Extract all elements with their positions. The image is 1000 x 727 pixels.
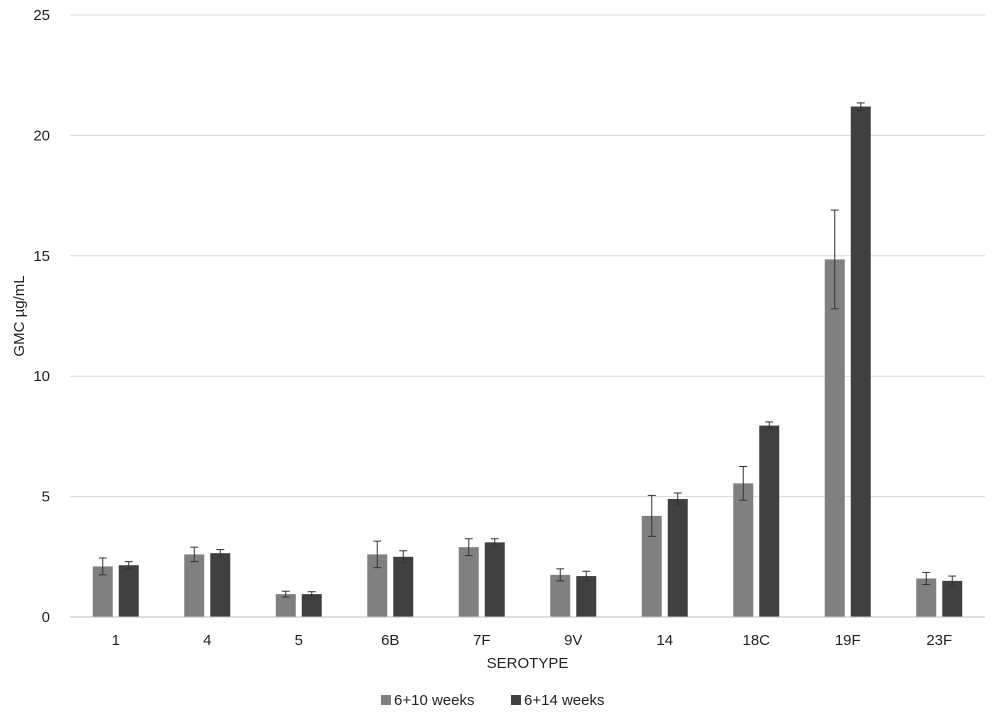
bar-series2-14 <box>667 499 688 617</box>
x-tick-label: 18C <box>742 632 770 649</box>
y-tick-label: 25 <box>33 7 50 24</box>
x-tick-label: 9V <box>564 632 582 649</box>
bar-series2-23F <box>942 580 963 617</box>
legend-label: 6+10 weeks <box>394 692 474 709</box>
y-axis-ticks: 0 5 10 15 20 25 <box>33 7 50 626</box>
x-axis-title: SEROTYPE <box>487 655 569 672</box>
x-tick-label: 1 <box>112 632 120 649</box>
bars <box>92 106 963 617</box>
bar-series1-23F <box>916 578 937 617</box>
y-tick-label: 0 <box>42 609 50 626</box>
bar-series1-4 <box>184 554 205 617</box>
bar-series1-18C <box>733 483 754 617</box>
y-tick-label: 5 <box>42 489 50 506</box>
bar-series1-5 <box>275 594 296 617</box>
x-tick-label: 4 <box>203 632 211 649</box>
bar-series2-4 <box>210 553 231 617</box>
bar-series2-6B <box>393 556 414 617</box>
x-tick-label: 7F <box>473 632 491 649</box>
y-tick-label: 15 <box>33 248 50 265</box>
bar-series2-7F <box>484 542 505 617</box>
bar-series1-6B <box>367 554 388 617</box>
bar-series2-9V <box>576 576 597 617</box>
gridlines <box>70 14 985 498</box>
legend-label: 6+14 weeks <box>524 692 604 709</box>
bar-series1-1 <box>92 566 113 617</box>
legend-swatch <box>511 695 521 705</box>
error-bars <box>98 102 957 598</box>
x-tick-label: 23F <box>926 632 952 649</box>
x-tick-label: 6B <box>381 632 399 649</box>
x-tick-label: 5 <box>295 632 303 649</box>
bar-series1-14 <box>641 515 662 617</box>
x-tick-label: 14 <box>656 632 673 649</box>
y-tick-label: 10 <box>33 368 50 385</box>
bar-series2-18C <box>759 425 780 617</box>
legend-swatch <box>381 695 391 705</box>
bar-series2-5 <box>301 594 322 617</box>
y-axis-title: GMC µg/mL <box>11 275 28 356</box>
bar-series1-19F <box>824 259 845 617</box>
bar-series2-19F <box>850 106 871 617</box>
legend: 6+10 weeks 6+14 weeks <box>381 692 604 709</box>
y-tick-label: 20 <box>33 127 50 144</box>
bar-series1-7F <box>458 547 479 617</box>
bar-series1-9V <box>550 574 571 617</box>
x-tick-label: 19F <box>835 632 861 649</box>
bar-series2-1 <box>118 565 139 617</box>
x-axis-ticks: 1 4 5 6B 7F 9V 14 18C 19F 23F <box>112 632 953 649</box>
